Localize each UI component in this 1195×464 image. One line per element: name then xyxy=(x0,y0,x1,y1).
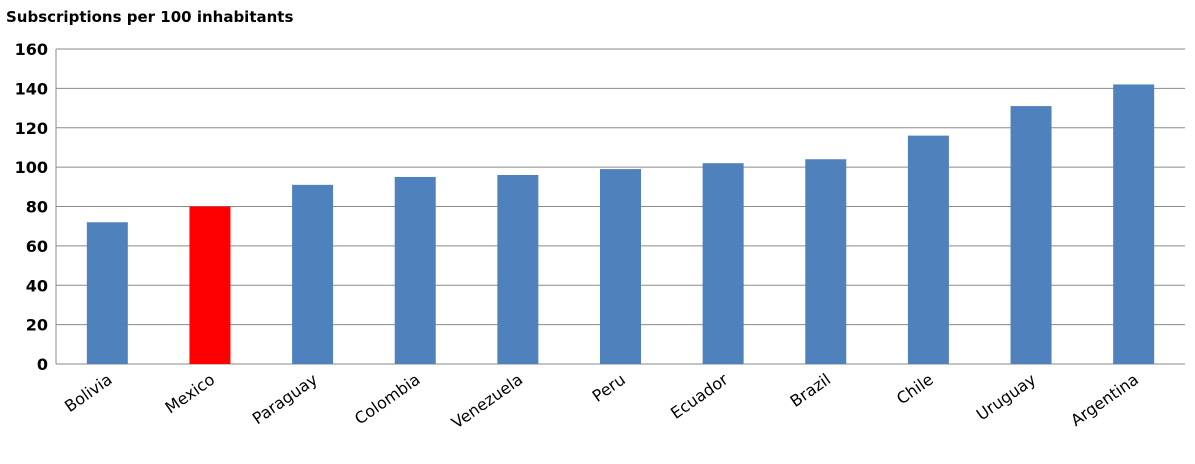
y-tick-label: 160 xyxy=(15,40,48,59)
bar-peru xyxy=(600,169,641,364)
y-tick-label: 140 xyxy=(15,79,48,98)
y-tick-label: 60 xyxy=(26,237,48,256)
x-category-label: Venezuela xyxy=(448,370,526,433)
x-axis-categories: Bolivia Mexico Paraguay Colombia Venezuela Pe… xyxy=(61,369,1142,432)
y-tick-label: 100 xyxy=(15,158,48,177)
bar-argentina xyxy=(1113,84,1155,364)
bar-uruguay xyxy=(1010,106,1052,364)
bar-chile xyxy=(907,135,949,364)
x-category-label: Ecuador xyxy=(667,369,732,422)
x-category-label: Paraguay xyxy=(249,370,321,428)
y-tick-label: 80 xyxy=(26,198,48,217)
x-category-label: Brazil xyxy=(787,370,834,411)
bar-ecuador xyxy=(702,163,744,364)
y-tick-label: 40 xyxy=(26,276,48,295)
x-category-label: Colombia xyxy=(351,370,423,429)
bar-brazil xyxy=(805,159,847,364)
x-category-label: Chile xyxy=(893,370,937,409)
x-category-label: Mexico xyxy=(162,370,219,418)
y-tick-label: 20 xyxy=(26,316,48,335)
y-tick-label: 0 xyxy=(37,355,48,374)
bar-colombia xyxy=(394,176,436,364)
y-axis-ticks: 0 20 40 60 80 100 120 140 160 xyxy=(15,40,48,374)
bar-mexico xyxy=(189,206,231,364)
x-category-label: Peru xyxy=(589,370,629,406)
x-category-label: Bolivia xyxy=(61,370,116,416)
x-category-label: Argentina xyxy=(1067,370,1142,430)
bar-bolivia xyxy=(86,222,128,364)
y-axis-label: Subscriptions per 100 inhabitants xyxy=(6,8,293,26)
x-category-label: Uruguay xyxy=(973,370,1040,425)
bars xyxy=(86,84,1155,364)
y-tick-label: 120 xyxy=(15,119,48,138)
bar-paraguay xyxy=(292,184,334,364)
bar-venezuela xyxy=(497,175,539,364)
